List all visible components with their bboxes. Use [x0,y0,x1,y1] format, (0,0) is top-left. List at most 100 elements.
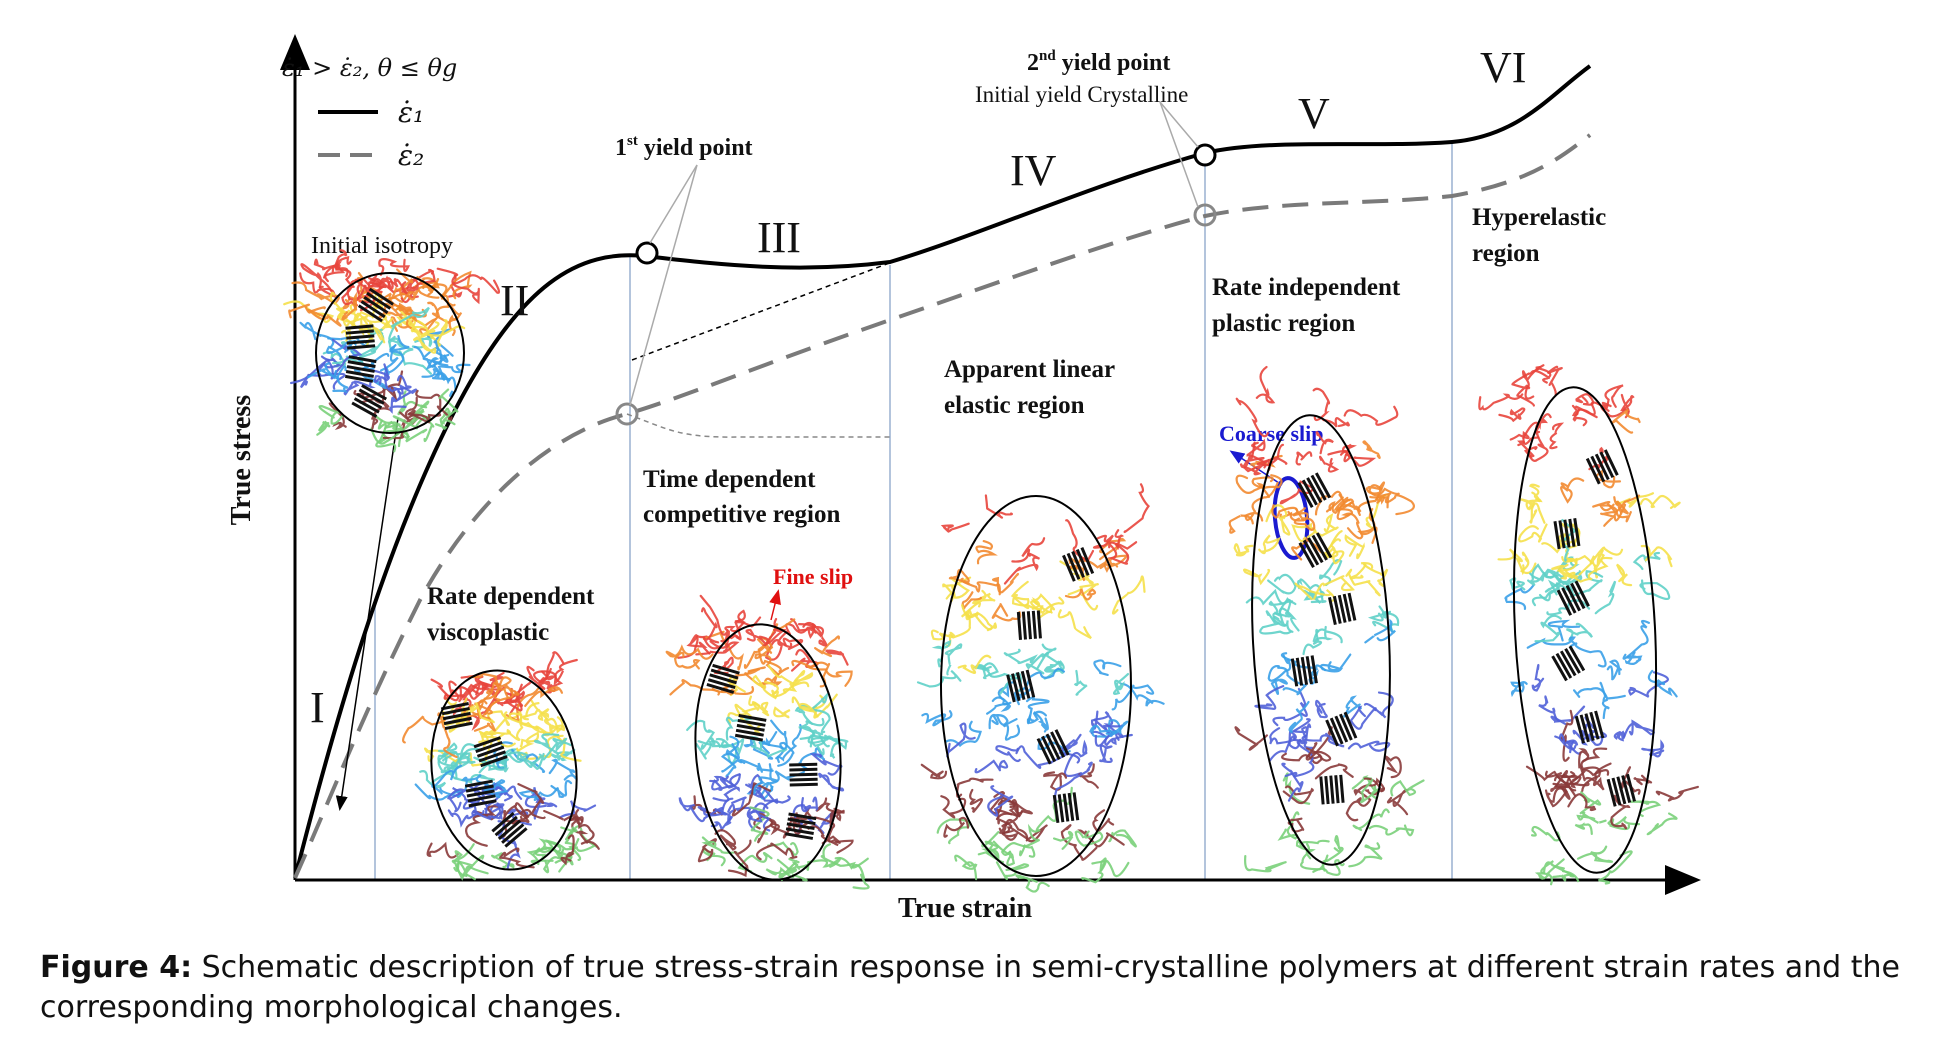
polymer-chain [669,679,721,696]
polymer-chain [954,854,978,881]
polymer-chain [1565,554,1594,576]
polymer-chain [1622,619,1651,660]
polymer-chain [1534,614,1562,643]
polymer-chain [375,419,397,453]
polymer-chain [1318,455,1340,473]
second-yield-label: 2nd yield point [1027,48,1170,76]
polymer-chain [731,782,771,817]
polymer-chain [1530,825,1561,842]
polymer-chain [1287,817,1305,833]
polymer-chain [800,796,819,813]
polymer-chain [288,303,326,319]
polymer-chain [1108,829,1137,848]
polymer-chain [434,407,451,430]
polymer-chain [465,702,495,724]
morphology-boundary [1251,414,1391,866]
polymer-chain [300,263,334,294]
polymer-chain [797,623,828,647]
polymer-chain [336,307,351,327]
polymer-chain [678,797,724,823]
polymer-chain [1259,610,1292,635]
polymer-chain [709,625,737,649]
polymer-chain [1367,484,1400,497]
polymer-chain [447,788,468,813]
polymer-chain [1600,401,1630,418]
polymer-chain [524,786,547,809]
morph-plastic [1228,365,1425,876]
polymer-chain [1272,600,1297,633]
polymer-chain [481,783,509,799]
polymer-chain [1271,504,1299,519]
polymer-chain [798,717,825,741]
polymer-chain [745,628,770,647]
morphology-boundary [694,623,842,881]
polymer-chain [673,651,701,670]
polymer-chain [1641,739,1665,758]
polymer-chain [731,796,769,815]
polymer-chain [451,274,480,305]
polymer-chain [1312,625,1343,644]
polymer-chain [1111,684,1155,711]
polymer-chain [1242,568,1271,586]
second-yield-marker-rate-2 [1193,203,1217,227]
polymer-chain [1255,365,1276,404]
polymer-chain [1306,750,1332,762]
polymer-chain [1504,584,1535,611]
polymer-chain [1065,519,1095,563]
caption-text: Schematic description of true stress-str… [40,950,1900,1025]
polymer-chain [1333,496,1353,521]
polymer-chain [472,802,504,821]
polymer-chain [1244,854,1287,873]
polymer-chain [1233,543,1254,557]
polymer-chain [974,759,1009,774]
morph-linear-elastic [916,483,1165,893]
polymer-chain [508,712,548,734]
morph-viscoplastic [401,651,600,881]
polymer-chain [388,342,432,375]
polymer-chain [1551,555,1578,572]
crystalline-lamella [440,702,473,731]
polymer-chain [430,678,460,702]
polymer-chain [1267,573,1297,595]
polymer-chain [1027,710,1047,724]
crystalline-lamella [1298,532,1333,569]
polymer-chain [940,522,970,533]
polymer-chain [1529,502,1546,524]
polymer-chain [1123,483,1150,534]
polymer-chain [445,682,482,713]
polymer-chain [538,651,565,688]
polymer-chain [700,607,722,650]
polymer-chain [730,609,746,640]
region-label-II: II [500,276,529,325]
polymer-chain [379,275,394,290]
polymer-chain [473,756,508,769]
polymer-chain [1318,559,1343,587]
polymer-chain [341,291,358,321]
polymer-chain [1538,695,1562,722]
polymer-chain [1547,619,1581,642]
polymer-chain [401,715,447,744]
fine-slip-arrow [769,589,781,621]
polymer-chain [1552,870,1580,883]
polymer-chain [944,643,963,676]
crystalline-lamella [1016,610,1042,641]
polymer-chain [1003,552,1041,585]
polymer-chain [1270,678,1288,695]
polymer-chain [1655,785,1699,802]
polymer-chain [505,680,533,704]
polymer-chain [491,852,515,869]
rate-independent-label-2: plastic region [1212,310,1355,337]
polymer-chain [456,743,476,764]
polymer-chain [1322,417,1350,428]
morph-initial [283,249,501,453]
polymer-chain [956,777,994,798]
polymer-chain [343,379,376,396]
crystalline-lamella [491,811,528,848]
polymer-chain [1313,513,1339,537]
polymer-chain [1572,405,1598,427]
polymer-chain [1092,534,1114,549]
polymer-chain [1589,546,1624,568]
polymer-chain [1081,860,1108,884]
polymer-chain [1606,659,1622,681]
